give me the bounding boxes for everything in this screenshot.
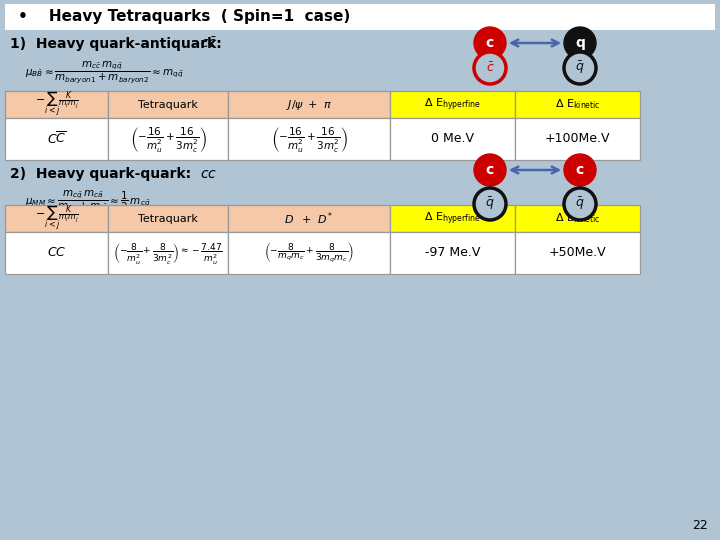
Bar <box>108 232 228 274</box>
Bar <box>390 118 515 160</box>
Text: $D\ \ +\ D^*$: $D\ \ +\ D^*$ <box>284 210 334 227</box>
Bar <box>515 91 640 118</box>
Text: $\left(-\dfrac{8}{m_u^2}+\dfrac{8}{3m_c^2}\right)\approx-\dfrac{7.47}{m_u^2}$: $\left(-\dfrac{8}{m_u^2}+\dfrac{8}{3m_c^… <box>113 240 223 266</box>
Text: $\left(-\dfrac{16}{m_u^2}+\dfrac{16}{3m_c^2}\right)$: $\left(-\dfrac{16}{m_u^2}+\dfrac{16}{3m_… <box>130 125 207 153</box>
Circle shape <box>564 154 596 186</box>
Text: $\Delta\ $E$_{\rm hyperfine}$: $\Delta\ $E$_{\rm hyperfine}$ <box>424 210 481 227</box>
Text: •    Heavy Tetraquarks  ( Spin=1  case): • Heavy Tetraquarks ( Spin=1 case) <box>18 10 350 24</box>
Text: 1)  Heavy quark-antiquark:: 1) Heavy quark-antiquark: <box>10 37 222 51</box>
Circle shape <box>564 52 596 84</box>
Text: 2)  Heavy quark-quark:: 2) Heavy quark-quark: <box>10 167 191 181</box>
Text: -97 Me.V: -97 Me.V <box>425 246 480 260</box>
Text: $\Delta\ $E$_{\rm hyperfine}$: $\Delta\ $E$_{\rm hyperfine}$ <box>424 96 481 113</box>
Bar <box>108 91 228 118</box>
Text: c: c <box>486 163 494 177</box>
Text: $c\bar{c}$: $c\bar{c}$ <box>200 37 217 51</box>
Circle shape <box>474 154 506 186</box>
Text: c: c <box>486 36 494 50</box>
Text: +50Me.V: +50Me.V <box>549 246 606 260</box>
Bar <box>228 205 390 232</box>
Text: Tetraquark: Tetraquark <box>138 213 198 224</box>
Bar <box>228 232 390 274</box>
Text: $\bar{q}$: $\bar{q}$ <box>485 195 495 212</box>
Bar <box>515 118 640 160</box>
Text: $J/\psi\ +\ \pi$: $J/\psi\ +\ \pi$ <box>286 98 332 111</box>
Text: $\mu_{B\bar{B}} \approx \dfrac{m_{c\bar{c}}\,m_{q\bar{q}}}{m_{baryon1}+m_{baryon: $\mu_{B\bar{B}} \approx \dfrac{m_{c\bar{… <box>25 59 184 85</box>
Bar <box>228 118 390 160</box>
Text: $cc$: $cc$ <box>200 167 217 181</box>
Circle shape <box>564 27 596 59</box>
Text: c: c <box>576 163 584 177</box>
Text: $\left(-\dfrac{8}{m_q m_c}+\dfrac{8}{3m_q m_c}\right)$: $\left(-\dfrac{8}{m_q m_c}+\dfrac{8}{3m_… <box>264 241 354 265</box>
Bar <box>390 205 515 232</box>
Text: 0 Me.V: 0 Me.V <box>431 132 474 145</box>
Text: $\bar{c}$: $\bar{c}$ <box>486 61 495 75</box>
Text: +100Me.V: +100Me.V <box>545 132 611 145</box>
Text: $\mu_{MM} \approx \dfrac{m_{c\bar{q}}\,m_{c\bar{a}}}{m_{c\bar{u}}+m_{c\bar{t}}} : $\mu_{MM} \approx \dfrac{m_{c\bar{q}}\,m… <box>25 188 150 214</box>
Text: $\bar{q}$: $\bar{q}$ <box>575 60 585 76</box>
Text: $CC$: $CC$ <box>47 246 66 260</box>
Text: $\bar{q}$: $\bar{q}$ <box>575 195 585 212</box>
Text: $C\overline{C}$: $C\overline{C}$ <box>47 131 66 147</box>
Circle shape <box>474 27 506 59</box>
Bar <box>390 232 515 274</box>
Bar <box>5 118 108 160</box>
Text: $-\sum_{i<j}\frac{K}{m_i m_j}$: $-\sum_{i<j}\frac{K}{m_i m_j}$ <box>35 90 78 119</box>
Bar <box>515 232 640 274</box>
Bar <box>108 118 228 160</box>
Text: $\left(-\dfrac{16}{m_u^2}+\dfrac{16}{3m_c^2}\right)$: $\left(-\dfrac{16}{m_u^2}+\dfrac{16}{3m_… <box>271 125 348 153</box>
Bar <box>5 4 715 30</box>
Text: $\Delta\ $E$_{\rm kinetic}$: $\Delta\ $E$_{\rm kinetic}$ <box>554 98 600 111</box>
Bar <box>390 91 515 118</box>
Text: q: q <box>575 36 585 50</box>
Text: $-\sum_{i<j}\frac{K}{m_i m_j}$: $-\sum_{i<j}\frac{K}{m_i m_j}$ <box>35 204 78 233</box>
Bar <box>515 205 640 232</box>
Circle shape <box>474 52 506 84</box>
Circle shape <box>564 188 596 220</box>
Text: Tetraquark: Tetraquark <box>138 99 198 110</box>
Bar <box>228 91 390 118</box>
Circle shape <box>474 188 506 220</box>
Bar <box>5 232 108 274</box>
Bar <box>5 205 108 232</box>
Bar <box>108 205 228 232</box>
Text: $\Delta\ $E$_{\rm kinetic}$: $\Delta\ $E$_{\rm kinetic}$ <box>554 212 600 225</box>
Text: 22: 22 <box>692 519 708 532</box>
Bar <box>5 91 108 118</box>
